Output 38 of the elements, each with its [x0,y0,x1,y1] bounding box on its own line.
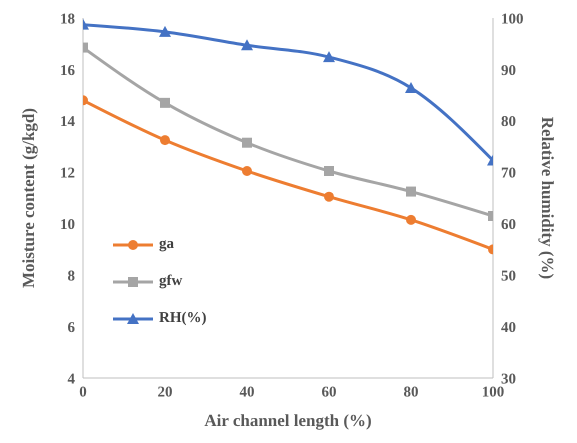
y2-tick-label: 30 [501,371,516,388]
y-tick-label: 14 [60,114,76,130]
y2-tick-label: 70 [501,166,516,182]
x-tick-label: 80 [404,384,418,401]
point [323,51,335,62]
legend-label: gfw [159,273,182,290]
y2-axis-title: Relative humidity (%) [538,116,557,280]
y2-tick-label: 80 [501,114,516,130]
y2-tick-label: 90 [501,62,516,79]
x-axis-title: Air channel length (%) [204,411,372,430]
y-tick-label: 6 [68,320,76,336]
x-tick-label: 100 [482,384,504,401]
x-tick-label: 0 [79,384,87,401]
point [241,39,253,50]
y2-tick-label: 100 [501,11,524,28]
legend-label: ga [159,236,174,253]
x-tick-label: 20 [158,384,172,401]
y-tick-label: 12 [60,166,75,182]
y-axis-title: Moisture content (g/kgd) [19,108,38,288]
point [406,186,416,197]
point [242,138,252,148]
y2-tick-label: 60 [501,217,516,234]
y-tick-label: 10 [60,217,75,234]
y-tick-label: 16 [60,62,76,79]
y-tick-label: 8 [68,268,75,284]
point [160,135,170,146]
legend-label: RH(%) [159,310,206,327]
point [160,98,170,108]
point [406,214,416,225]
y-tick-label: 18 [60,11,75,28]
point [324,166,334,176]
point [324,192,334,202]
x-tick-label: 60 [322,384,336,401]
y2-tick-label: 40 [501,320,516,336]
y2-tick-label: 50 [501,268,516,284]
x-tick-label: 40 [240,384,254,401]
y-tick-label: 4 [68,371,76,388]
point [242,166,252,176]
